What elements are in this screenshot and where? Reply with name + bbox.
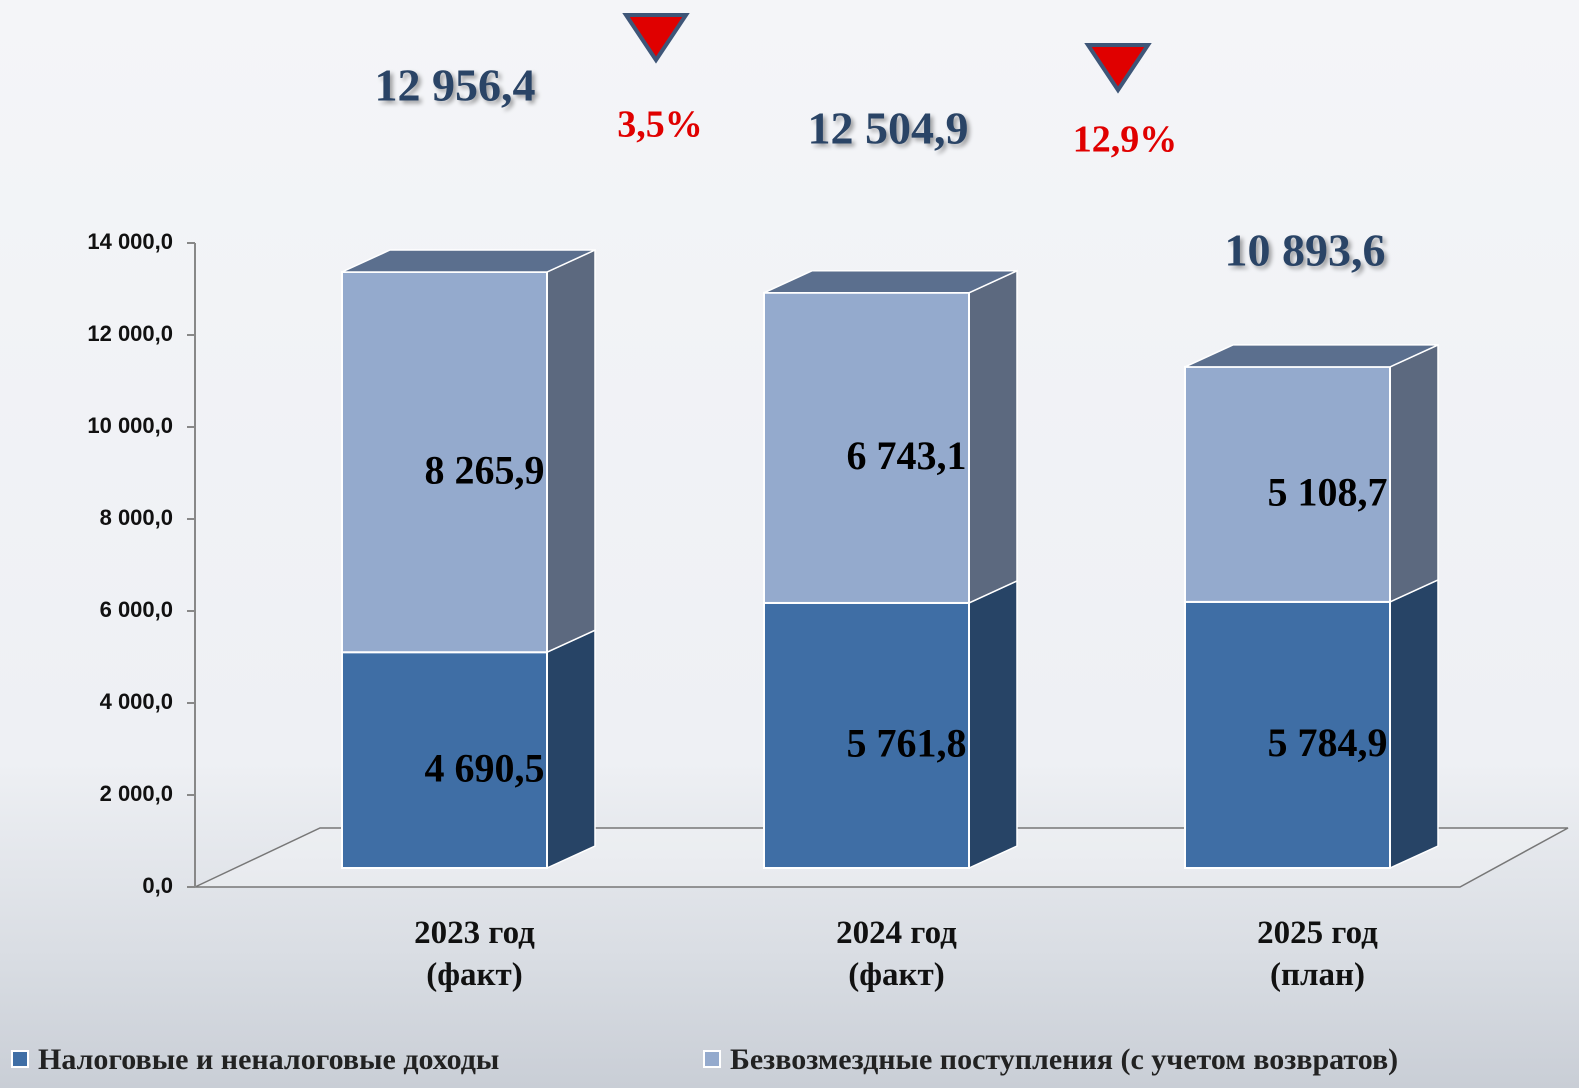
- bar-side: [969, 581, 1017, 868]
- value-label: 5 761,8: [847, 721, 967, 766]
- legend-label: Налоговые и неналоговые доходы: [38, 1043, 499, 1076]
- change-arrow: [626, 15, 686, 60]
- x-tick-label: 2024 год (факт): [767, 912, 1027, 996]
- x-tick-label: 2023 год (факт): [345, 912, 605, 996]
- value-label: 8 265,9: [425, 447, 545, 492]
- x-tick-label: 2025 год (план): [1188, 912, 1448, 996]
- legend-swatch: [12, 1051, 28, 1067]
- value-label: 6 743,1: [847, 433, 967, 478]
- value-label: 5 784,9: [1268, 720, 1388, 765]
- value-label: 5 108,7: [1268, 470, 1388, 515]
- total-label: 12 956,4: [375, 60, 536, 111]
- bar-side: [969, 271, 1017, 603]
- y-tick-label: 2 000,0: [100, 781, 173, 806]
- legend-swatch: [704, 1051, 720, 1067]
- total-label: 10 893,6: [1225, 225, 1386, 276]
- value-label: 4 690,5: [425, 745, 545, 790]
- total-label: 12 504,9: [808, 103, 969, 154]
- bar-side: [547, 630, 595, 868]
- change-label: 3,5%: [617, 104, 703, 146]
- y-tick-label: 12 000,0: [87, 321, 173, 346]
- bar-side: [1390, 580, 1438, 868]
- y-tick-label: 10 000,0: [87, 413, 173, 438]
- page: 0,0 2 000,0 4 000,0 6 000,0 8 000,0 10 000,0 1…: [0, 0, 1579, 1088]
- y-tick-label: 14 000,0: [87, 229, 173, 254]
- y-tick-label: 8 000,0: [100, 505, 173, 530]
- y-tick-label: 6 000,0: [100, 597, 173, 622]
- y-tick-label: 0,0: [142, 873, 173, 898]
- change-arrow: [1088, 45, 1148, 90]
- legend-label: Безвозмездные поступления (с учетом возв…: [730, 1043, 1398, 1076]
- y-tick-label: 4 000,0: [100, 689, 173, 714]
- bar-side: [1390, 345, 1438, 602]
- bar-side: [547, 250, 595, 652]
- change-label: 12,9%: [1073, 119, 1178, 161]
